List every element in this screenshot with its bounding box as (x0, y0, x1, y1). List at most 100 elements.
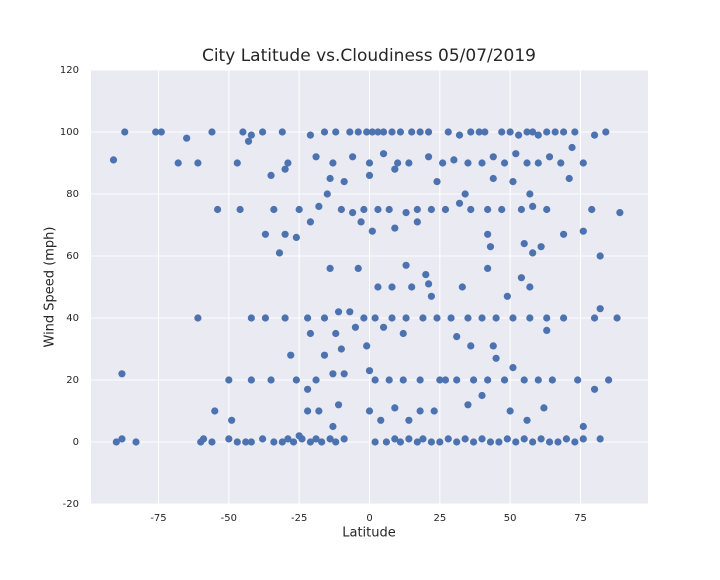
point (467, 205, 475, 214)
point (453, 376, 461, 384)
point (247, 131, 255, 139)
point (275, 249, 284, 257)
point (492, 314, 500, 322)
point (475, 128, 483, 136)
point (244, 137, 253, 145)
point (365, 159, 374, 167)
point (560, 230, 568, 238)
point (371, 438, 379, 446)
y-tick-label: 100 (60, 127, 79, 138)
point (568, 143, 576, 152)
point (590, 314, 599, 322)
point (247, 376, 255, 384)
point (548, 376, 556, 384)
point (523, 128, 531, 136)
point (579, 227, 587, 235)
point (363, 128, 371, 136)
point (379, 128, 388, 136)
point (579, 435, 587, 443)
point (534, 376, 542, 384)
point (574, 376, 582, 384)
point (453, 438, 461, 446)
point (385, 205, 393, 214)
point (157, 128, 165, 136)
point (503, 292, 511, 300)
point (590, 131, 599, 139)
point (225, 376, 233, 384)
point (368, 128, 376, 136)
point (405, 435, 413, 443)
point (379, 150, 388, 158)
point (118, 370, 126, 378)
point (461, 190, 469, 198)
point (526, 314, 534, 322)
point (320, 314, 329, 322)
point (183, 134, 191, 142)
point (121, 128, 129, 136)
point (323, 190, 331, 198)
point (557, 159, 565, 167)
point (388, 314, 396, 322)
point (444, 128, 452, 136)
point (194, 159, 202, 167)
point (396, 438, 405, 446)
point (228, 416, 236, 424)
point (439, 159, 447, 167)
point (304, 314, 312, 322)
point (478, 159, 486, 167)
point (486, 438, 495, 446)
point (332, 438, 340, 446)
point (242, 438, 250, 446)
point (292, 233, 300, 241)
point (399, 376, 407, 384)
point (534, 131, 542, 139)
point (118, 435, 126, 443)
point (315, 202, 323, 210)
point (537, 435, 545, 443)
x-tick-label: 50 (504, 513, 517, 524)
point (281, 230, 289, 238)
point (543, 205, 551, 214)
point (247, 314, 255, 322)
point (424, 153, 433, 161)
point (484, 264, 492, 272)
point (278, 438, 286, 446)
point (467, 128, 475, 136)
point (351, 323, 360, 331)
point (312, 376, 320, 384)
point (534, 159, 542, 167)
point (562, 435, 571, 443)
point (289, 438, 298, 446)
point (399, 329, 407, 338)
point (506, 407, 514, 415)
point (326, 264, 334, 272)
point (517, 274, 526, 282)
point (374, 128, 382, 136)
point (318, 438, 326, 446)
point (540, 404, 548, 412)
point (340, 178, 348, 186)
point (529, 438, 537, 446)
point (365, 367, 374, 375)
point (416, 376, 424, 384)
point (422, 271, 430, 279)
point (408, 283, 416, 291)
point (199, 435, 208, 443)
point (349, 153, 357, 161)
point (419, 435, 427, 443)
point (427, 438, 435, 446)
point (481, 128, 489, 136)
point (416, 407, 424, 415)
point (385, 376, 393, 384)
point (616, 209, 624, 217)
point (174, 159, 182, 167)
x-tick-label: -25 (291, 513, 307, 524)
point (517, 205, 526, 214)
point (560, 128, 568, 136)
point (391, 224, 399, 232)
point (529, 128, 537, 136)
point (489, 342, 497, 350)
point (543, 326, 551, 334)
point (292, 376, 300, 384)
